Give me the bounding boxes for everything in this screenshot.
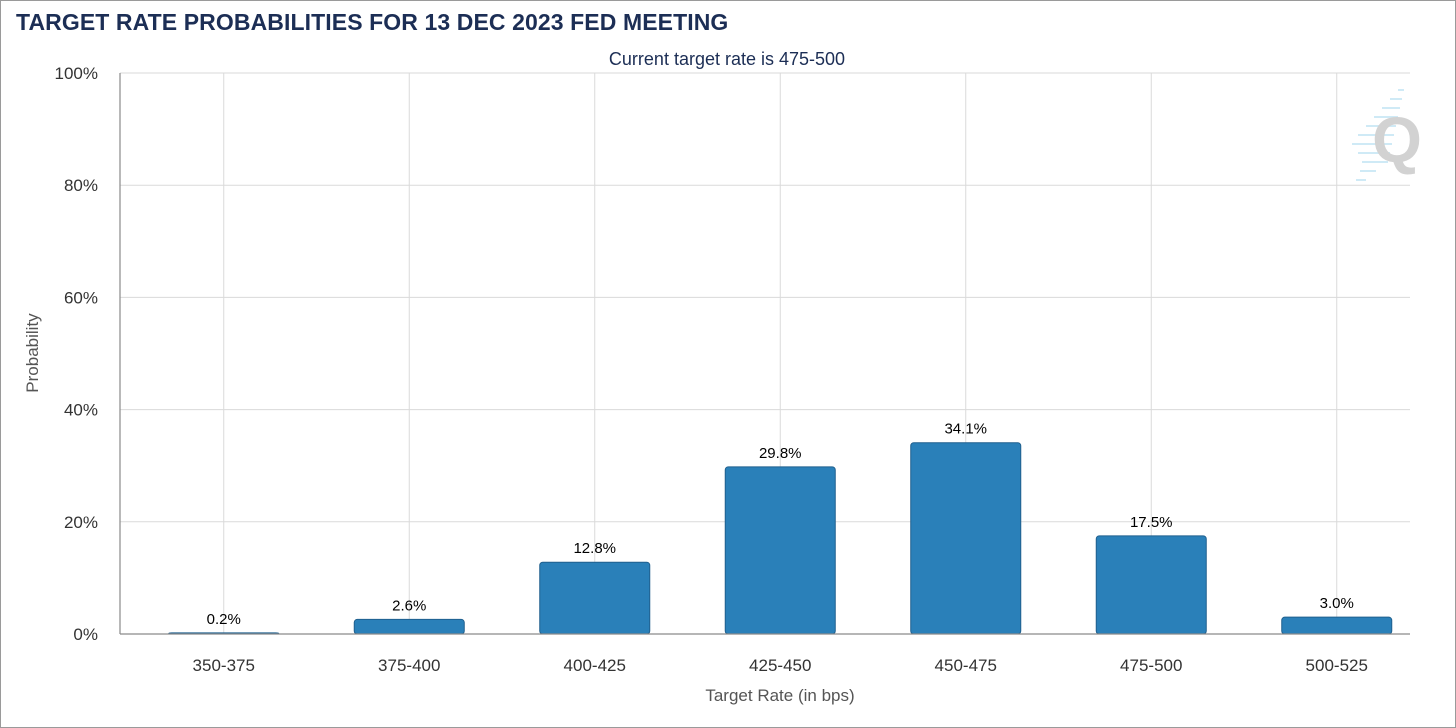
y-tick-label: 100% bbox=[55, 64, 98, 83]
y-axis-label: Probability bbox=[23, 313, 42, 393]
y-tick-label: 40% bbox=[64, 401, 98, 420]
x-tick-label: 375-400 bbox=[378, 656, 440, 675]
data-labels: 0.2% 2.6% 12.8% 29.8% 34.1% 17.5% 3.0% bbox=[207, 421, 1354, 628]
bar bbox=[353, 618, 465, 635]
data-label: 0.2% bbox=[207, 611, 241, 628]
x-tick-label: 500-525 bbox=[1306, 656, 1368, 675]
x-tick-label: 425-450 bbox=[749, 656, 811, 675]
y-tick-label: 60% bbox=[64, 288, 98, 307]
y-tick-label: 80% bbox=[64, 176, 98, 195]
data-label: 17.5% bbox=[1130, 514, 1173, 531]
data-label: 29.8% bbox=[759, 445, 802, 462]
chart-subtitle: Current target rate is 475-500 bbox=[609, 49, 845, 69]
q-logo-icon: Q bbox=[1352, 89, 1422, 181]
data-label: 3.0% bbox=[1320, 595, 1354, 612]
x-tick-label: 350-375 bbox=[193, 656, 255, 675]
y-tick-label: 0% bbox=[73, 625, 98, 644]
bars bbox=[168, 442, 1393, 635]
bar bbox=[539, 561, 651, 635]
q-logo-letter: Q bbox=[1372, 104, 1422, 176]
bar bbox=[1095, 535, 1207, 635]
x-tick-label: 400-425 bbox=[564, 656, 626, 675]
tick-labels: 0% 20% 40% 60% 80% 100% 350-375 375-400 400-425 4… bbox=[55, 64, 1368, 675]
chart-title: TARGET RATE PROBABILITIES FOR 13 DEC 202… bbox=[16, 9, 729, 35]
x-tick-label: 450-475 bbox=[935, 656, 997, 675]
bar bbox=[1281, 616, 1393, 635]
y-tick-label: 20% bbox=[64, 513, 98, 532]
data-label: 12.8% bbox=[573, 540, 616, 557]
gridlines bbox=[120, 72, 1410, 634]
x-tick-label: 475-500 bbox=[1120, 656, 1182, 675]
x-axis-label: Target Rate (in bps) bbox=[705, 686, 854, 705]
data-label: 34.1% bbox=[944, 421, 987, 438]
bar bbox=[724, 466, 836, 635]
data-label: 2.6% bbox=[392, 597, 426, 614]
bar bbox=[910, 442, 1022, 635]
